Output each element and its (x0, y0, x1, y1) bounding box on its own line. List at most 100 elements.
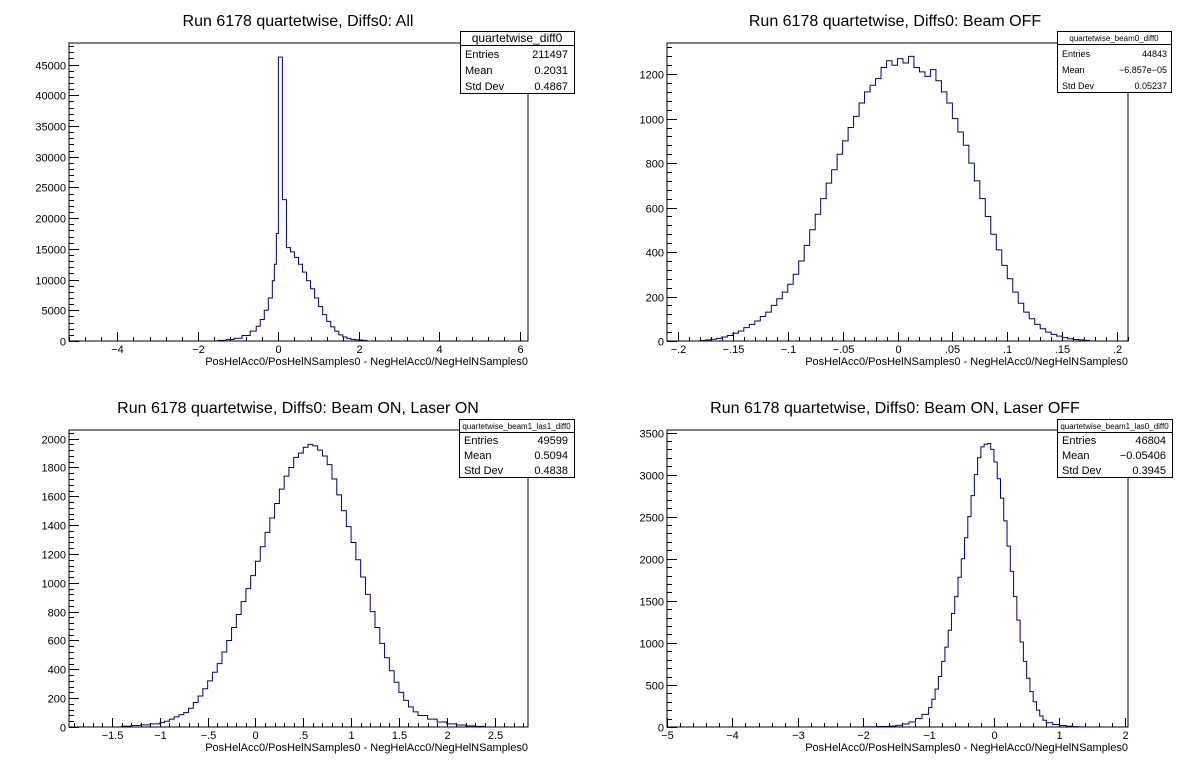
y-tick-label: 10000 (35, 276, 66, 288)
stats-label: Mean (1062, 450, 1090, 462)
stats-label: Mean (465, 65, 493, 77)
stats-box-frame (459, 419, 575, 478)
stats-label: Std Dev (1062, 81, 1095, 91)
x-tick-label: 0 (895, 344, 901, 356)
x-tick-label: −.5 (201, 730, 217, 742)
y-tick-label: 1800 (42, 463, 66, 475)
chart-title: Run 6178 quartetwise, Diffs0: Beam ON, L… (710, 400, 1080, 417)
x-tick-label: −2 (857, 730, 870, 742)
x-tick-label: −.05 (833, 344, 855, 356)
stats-value: −0.05406 (1120, 450, 1166, 462)
y-tick-label: 1600 (42, 492, 66, 504)
stats-label: Mean (1062, 65, 1085, 75)
plot-frame (666, 429, 1129, 728)
panel-beam-on-laser-on: Run 6178 quartetwise, Diffs0: Beam ON, L… (42, 400, 575, 754)
stats-value: 0.3945 (1132, 465, 1166, 477)
stats-box-name: quartetwise_diff0 (472, 31, 563, 45)
chart-title: Run 6178 quartetwise, Diffs0: Beam ON, L… (117, 400, 479, 417)
y-tick-label: 800 (48, 608, 66, 620)
stats-label: Mean (464, 450, 492, 462)
stats-value: 0.5094 (534, 450, 568, 462)
plot-frame (68, 42, 529, 342)
y-tick-label: 1200 (640, 70, 664, 82)
x-tick-label: −2 (192, 344, 205, 356)
y-tick-label: 1000 (640, 115, 664, 127)
panel-beam-off: Run 6178 quartetwise, Diffs0: Beam OFF 0 2… (640, 13, 1172, 368)
y-tick-label: 1000 (42, 579, 66, 591)
stats-box: quartetwise_beam0_diff0 Entries 44843 Mean −… (1057, 31, 1172, 93)
stats-label: Std Dev (465, 81, 505, 93)
y-tick-label: 1500 (640, 597, 664, 609)
plot-frame (666, 42, 1129, 342)
x-axis-label: PosHelAcc0/PosHelNSamples0 - NegHelAcc0/… (805, 742, 1128, 754)
stats-label: Entries (1062, 435, 1097, 447)
stats-box-name: quartetwise_beam0_diff0 (1069, 34, 1159, 43)
stats-value: 211497 (532, 49, 568, 61)
y-tick-label: 0 (60, 723, 66, 735)
x-tick-label: −4 (111, 344, 124, 356)
x-tick-label: −3 (792, 730, 805, 742)
y-tick-label: 30000 (35, 153, 66, 165)
histogram-steps (862, 442, 1086, 728)
x-tick-label: −.15 (723, 344, 745, 356)
stats-label: Entries (464, 435, 499, 447)
x-tick-label: 1 (348, 730, 354, 742)
stats-box-name: quartetwise_beam1_las1_diff0 (462, 422, 571, 431)
stats-box: quartetwise_beam1_las1_diff0 Entries 49599… (459, 419, 575, 478)
y-tick-label: 0 (658, 337, 664, 349)
stats-value: 46804 (1135, 435, 1166, 447)
stats-box-frame (1057, 31, 1172, 93)
stats-label: Std Dev (1062, 465, 1102, 477)
x-tick-label: −.1 (781, 344, 797, 356)
y-tick-label: 200 (48, 694, 66, 706)
x-tick-label: −1 (154, 730, 167, 742)
x-tick-label: −.2 (671, 344, 687, 356)
stats-box: quartetwise_beam1_las0_diff0 Entries 46804… (1057, 419, 1173, 478)
x-tick-label: .05 (945, 344, 960, 356)
y-tick-label: 1200 (42, 550, 66, 562)
x-tick-label: 2 (444, 730, 450, 742)
y-tick-label: 1400 (42, 521, 66, 533)
stats-box-name: quartetwise_beam1_las0_diff0 (1060, 422, 1169, 431)
y-tick-label: 2500 (640, 513, 664, 525)
y-tick-label: 0 (60, 337, 66, 349)
chart-title: Run 6178 quartetwise, Diffs0: All (183, 13, 414, 30)
x-axis-label: PosHelAcc0/PosHelNSamples0 - NegHelAcc0/… (205, 356, 528, 368)
x-axis-label: PosHelAcc0/PosHelNSamples0 - NegHelAcc0/… (205, 742, 528, 754)
y-tick-label: 35000 (35, 122, 66, 134)
x-tick-label: 2.5 (488, 730, 503, 742)
y-tick-label: 45000 (35, 61, 66, 73)
stats-value: 44843 (1142, 49, 1167, 59)
plot-frame (68, 429, 529, 728)
y-tick-label: 25000 (35, 183, 66, 195)
x-tick-label: .1 (1003, 344, 1012, 356)
stats-box: quartetwise_diff0 Entries 211497 Mean 0.2031… (460, 31, 575, 94)
stats-value: 0.4838 (534, 465, 568, 477)
y-tick-label: 400 (646, 248, 664, 260)
stats-value: 49599 (537, 435, 568, 447)
x-tick-label: 0 (991, 730, 997, 742)
x-tick-label: .5 (299, 730, 308, 742)
y-tick-label: 500 (646, 681, 664, 693)
y-tick-label: 400 (48, 665, 66, 677)
x-tick-label: .2 (1113, 344, 1122, 356)
stats-box-frame (1057, 419, 1173, 478)
y-tick-label: 3000 (640, 471, 664, 483)
x-axis-label: PosHelAcc0/PosHelNSamples0 - NegHelAcc0/… (805, 356, 1128, 368)
y-tick-label: 20000 (35, 214, 66, 226)
stats-box-frame (460, 31, 575, 94)
stats-value: 0.2031 (534, 65, 568, 77)
x-tick-label: 0 (275, 344, 281, 356)
y-tick-label: 600 (646, 204, 664, 216)
x-tick-label: −5 (661, 730, 674, 742)
y-tick-label: 3500 (640, 429, 664, 441)
chart-title: Run 6178 quartetwise, Diffs0: Beam OFF (749, 13, 1042, 30)
panel-all: Run 6178 quartetwise, Diffs0: All 0 5000 10… (35, 13, 575, 368)
y-tick-label: 2000 (640, 555, 664, 567)
x-tick-label: −1 (923, 730, 936, 742)
stats-label: Std Dev (464, 465, 504, 477)
x-tick-label: 4 (436, 344, 442, 356)
x-tick-label: 2 (1122, 730, 1128, 742)
stats-label: Entries (1062, 49, 1091, 59)
histogram-steps (699, 55, 1091, 342)
